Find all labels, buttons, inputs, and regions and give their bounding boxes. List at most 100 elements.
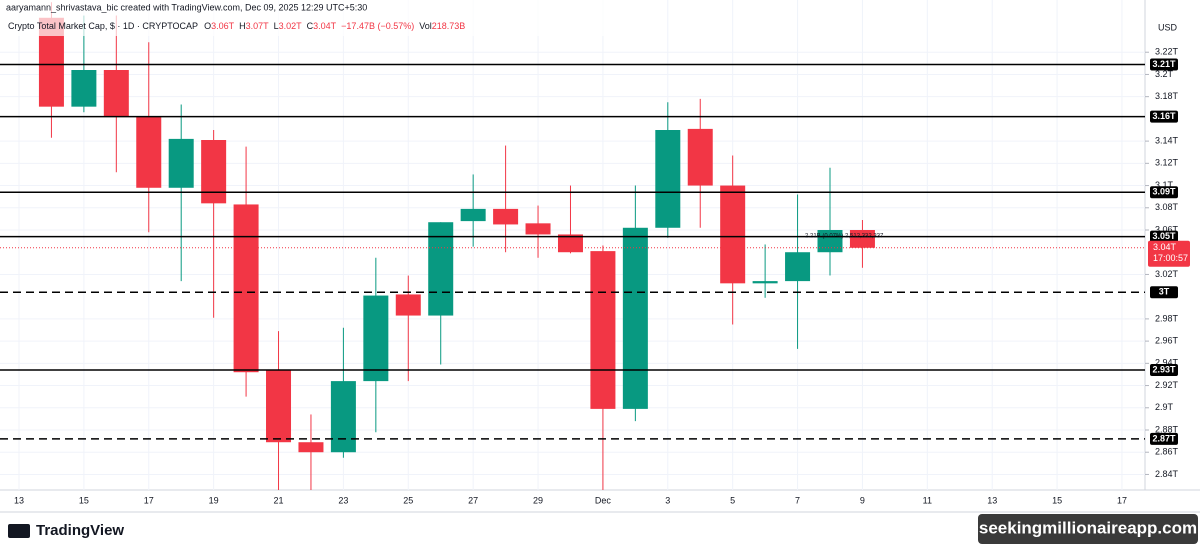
x-tick-label: 13 [14, 495, 24, 505]
y-tick-label: 3.14T [1155, 135, 1179, 145]
candle-body [168, 138, 194, 188]
y-tick-label: 2.9T [1155, 402, 1174, 412]
candle-body [752, 281, 778, 284]
y-tick-label: 2.88T [1155, 424, 1179, 434]
candle-body [233, 204, 259, 373]
legend-key: O [204, 21, 211, 31]
y-tick-label: 3.22T [1155, 47, 1179, 57]
y-tick-label: 3.06T [1155, 224, 1179, 234]
x-tick-label: 23 [338, 495, 348, 505]
level-label: 3T [1159, 287, 1170, 297]
credit: aaryamann_shrivastava_bic created with T… [6, 2, 367, 12]
candle-body [71, 70, 97, 107]
level-label: 2.87T [1152, 433, 1176, 443]
level-label-box [1150, 432, 1178, 445]
legend: Crypto Total Market Cap, $ · 1D · CRYPTO… [8, 21, 465, 31]
plot [38, 2, 875, 490]
y-tick-label: 2.96T [1155, 335, 1179, 345]
candle-body [720, 185, 746, 284]
level-label: 3.21T [1152, 59, 1176, 69]
level-label-box [1150, 186, 1178, 199]
title: Crypto Total Market Cap, $ · 1D · CRYPTO… [8, 21, 198, 31]
y-tick-label: 3.08T [1155, 202, 1179, 212]
x-tick-label: 17 [144, 495, 154, 505]
x-tick-label: 7 [795, 495, 800, 505]
last-price-box [1148, 240, 1190, 267]
y-tick-label: 2.92T [1155, 380, 1179, 390]
level-label-box [1150, 58, 1178, 71]
x-tick-label: 9 [860, 495, 865, 505]
level-label: 2.93T [1152, 364, 1176, 374]
x-tick-label: 29 [533, 495, 543, 505]
candle-body [201, 140, 227, 204]
header-backdrop [0, 0, 640, 36]
candle-body [817, 230, 843, 253]
legend-value: 3.04T [313, 21, 337, 31]
last-price-label: 3.04T [1153, 242, 1177, 252]
y-tick-label: 2.84T [1155, 469, 1179, 479]
level-label: 3.05T [1152, 231, 1176, 241]
candle-body [266, 370, 292, 443]
x-tick-label: 5 [730, 495, 735, 505]
y-tick-label: 2.86T [1155, 447, 1179, 457]
candle-body [298, 442, 324, 453]
legend-value: 3.02T [279, 21, 303, 31]
candle-body [655, 130, 681, 228]
x-tick-label: 11 [923, 495, 932, 505]
x-tick-label: 17 [1117, 495, 1127, 505]
candle-body [460, 208, 486, 222]
x-tick-label: 3 [665, 495, 670, 505]
candle-body [687, 128, 713, 186]
candle-body [395, 294, 421, 316]
candle-body [590, 251, 616, 409]
candle-body [428, 222, 454, 316]
countdown: 17:00:57 [1153, 253, 1188, 263]
x-tick-label: 13 [987, 495, 997, 505]
volume: 218.73B [432, 21, 466, 31]
x-tick-label: 15 [79, 495, 89, 505]
x-tick-label: 15 [1052, 495, 1062, 505]
annotation: 2.21B (0.07%) 2,512,332,337 [805, 234, 884, 240]
candle-body [849, 230, 875, 248]
legend-value: 3.07T [246, 21, 270, 31]
candle-body [525, 223, 551, 235]
volume-key: Vol [419, 21, 432, 31]
candle-body [785, 252, 811, 282]
y-tick-label: 2.98T [1155, 313, 1179, 323]
level-label-box [1150, 286, 1178, 299]
x-tick-label: 21 [274, 495, 284, 505]
level-label-box [1150, 110, 1178, 123]
candle-body [103, 70, 129, 117]
candle-body [363, 295, 389, 382]
candle-body [330, 381, 356, 453]
legend-key: C [307, 21, 314, 31]
x-tick-label: Dec [595, 495, 612, 505]
overlay: 3.21T 3.16T 3.09T 3.05T 3T 2.93T 2.87T 3.04T17:… [0, 58, 1190, 445]
candle-body [622, 227, 648, 409]
level-label: 3.16T [1152, 111, 1176, 121]
y-tick-label: 3.02T [1155, 269, 1179, 279]
x-tick-label: 19 [209, 495, 219, 505]
level-label: 3.09T [1152, 187, 1176, 197]
brand-name: TradingView [36, 522, 124, 539]
change: −17.47B (−0.57%) [341, 21, 414, 31]
y-tick-label: 3.12T [1155, 158, 1179, 168]
y-tick-label: 3.1T [1155, 180, 1174, 190]
x-tick-label: 25 [403, 495, 413, 505]
y-tick-label: 3.2T [1155, 69, 1174, 79]
y-tick-label: 2.94T [1155, 358, 1179, 368]
candle-body [136, 116, 162, 188]
watermark: seekingmillionaireapp.com [979, 518, 1197, 537]
x-tick-label: 27 [468, 495, 478, 505]
grid: 3.22T3.2T3.18T3.14T3.12T3.1T3.08T3.06T3.… [0, 0, 1179, 505]
y-tick-label: 3.18T [1155, 91, 1179, 101]
level-label-box [1150, 230, 1178, 243]
legend-key: L [274, 21, 279, 31]
brand: TradingView [8, 522, 124, 539]
level-label-box [1150, 364, 1178, 376]
legend-value: 3.06T [211, 21, 235, 31]
brand-logo [8, 524, 30, 538]
candle-body [493, 208, 519, 225]
watermark-box [978, 514, 1198, 544]
